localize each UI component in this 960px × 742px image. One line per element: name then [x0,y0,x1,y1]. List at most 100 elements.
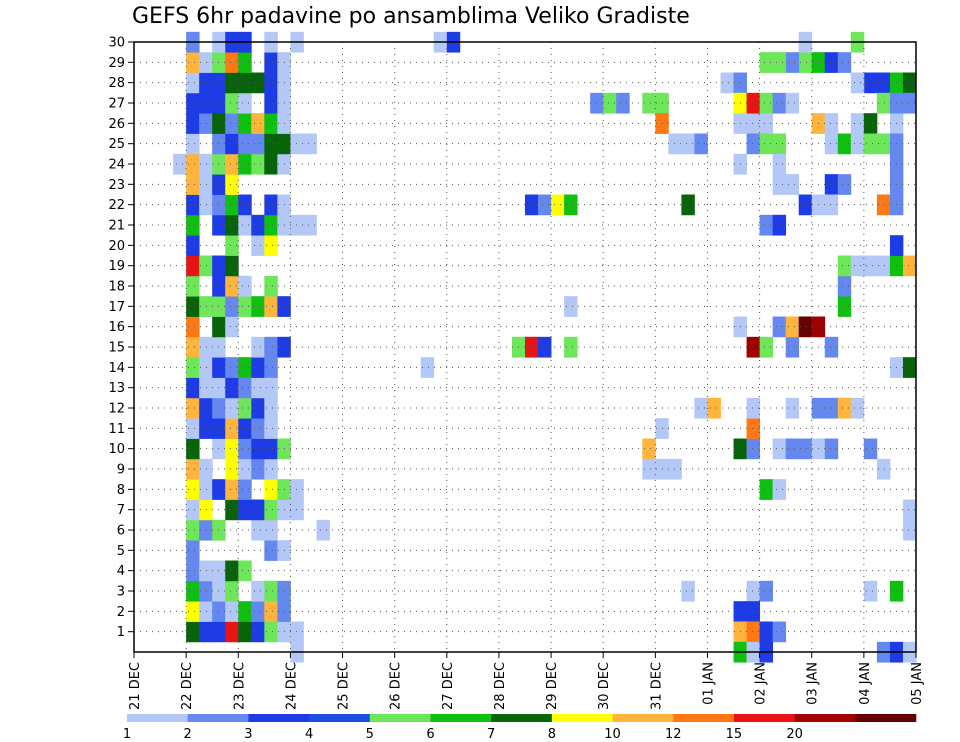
heatmap-cell [225,377,239,399]
heatmap-cell [225,621,239,643]
heatmap-cell [759,113,774,134]
heatmap-cell [186,153,200,175]
heatmap-cell [264,438,278,460]
heatmap-cell [746,92,760,114]
heatmap-cell [251,621,265,643]
chart-title: GEFS 6hr padavine po ansamblima Veliko G… [132,4,690,29]
heatmap-cell [264,214,278,236]
heatmap-cell [186,296,200,317]
heatmap-cell [746,621,760,643]
heatmap-cell [785,397,800,419]
heatmap-cell [199,519,213,541]
heatmap-cell [238,133,252,155]
heatmap-cell [199,255,213,277]
heatmap-cell [264,113,278,134]
heatmap-cell [251,214,265,236]
heatmap-cell [759,214,774,236]
heatmap-cell [772,214,787,236]
heatmap-cell [225,438,239,460]
heatmap-cell [681,194,695,216]
heatmap-cell [264,52,278,73]
heatmap-cell [238,560,252,582]
heatmap-cell [225,92,239,114]
legend-swatch [430,714,492,722]
heatmap-cell [186,113,200,134]
legend-label: 15 [726,727,743,742]
heatmap-cell [772,621,787,643]
heatmap-cell [668,458,682,480]
heatmap-cell [186,52,200,73]
heatmap-cell [225,580,239,602]
heatmap-cell [850,113,865,134]
y-tick-label: 17 [108,300,125,315]
y-tick-label: 5 [117,544,125,559]
heatmap-cell [290,499,304,521]
heatmap-cell [876,72,891,94]
y-tick-label: 11 [108,422,125,437]
heatmap-cell [837,275,852,297]
x-tick-label: 26 DEC [389,662,404,710]
y-tick-label: 1 [117,625,125,640]
heatmap-cell [186,519,200,541]
y-tick-label: 15 [108,341,125,356]
heatmap-cell [863,72,878,94]
x-tick-label: 23 DEC [232,662,247,710]
heatmap-cell [225,174,239,195]
heatmap-cell [863,580,878,602]
heatmap-cell [694,133,708,155]
x-axis: 21 DEC 22 DEC 23 DEC 24 DEC 25 DEC 26 DEC 27 D… [128,652,925,710]
heatmap-cell [186,194,200,216]
heatmap-cell [251,377,265,399]
heatmap-cell [850,133,865,155]
legend-label: 6 [426,727,434,742]
heatmap-cell [264,479,278,500]
heatmap-cell [199,621,213,643]
heatmap-cell [759,479,774,500]
heatmap-cell [264,336,278,358]
x-tick-label: 30 DEC [597,662,612,710]
heatmap-cell [876,255,891,277]
heatmap-cell [225,52,239,73]
heatmap-cell [264,397,278,419]
y-tick-label: 13 [108,381,125,396]
heatmap-cell [264,621,278,643]
heatmap-cell [264,458,278,480]
heatmap-cell [564,194,578,216]
heatmap-cell [225,214,239,236]
heatmap-cell [772,438,787,460]
heatmap-cell [238,214,252,236]
heatmap-cell [538,194,552,216]
heatmap-cell [186,316,200,338]
heatmap-cell [186,357,200,378]
heatmap-cell [238,72,252,94]
heatmap-cell [837,296,852,317]
heatmap-cell [186,540,200,561]
heatmap-cell [199,194,213,216]
legend-swatch [369,714,431,722]
heatmap-cell [564,336,578,358]
heatmap-cell [199,92,213,114]
y-tick-label: 3 [117,585,125,600]
heatmap-cell [694,397,708,419]
y-tick-label: 30 [108,36,125,51]
heatmap-cell [238,397,252,419]
heatmap-cell [902,357,917,378]
heatmap-cell [785,52,800,73]
heatmap-cell [199,377,213,399]
heatmap-cell [837,397,852,419]
heatmap-cell [525,336,539,358]
x-tick-label: 25 DEC [337,662,352,710]
heatmap-cell [186,418,200,439]
heatmap-cell [238,601,252,622]
heatmap-cell [746,418,760,439]
heatmap-cell [186,92,200,114]
heatmap-cell [251,296,265,317]
heatmap-cell [225,418,239,439]
heatmap-cell [238,499,252,521]
heatmap-cell [824,52,839,73]
legend-label: 3 [244,727,252,742]
heatmap-cell [824,194,839,216]
heatmap-cell [225,235,239,256]
heatmap-cell [668,133,682,155]
heatmap-cell [642,438,656,460]
